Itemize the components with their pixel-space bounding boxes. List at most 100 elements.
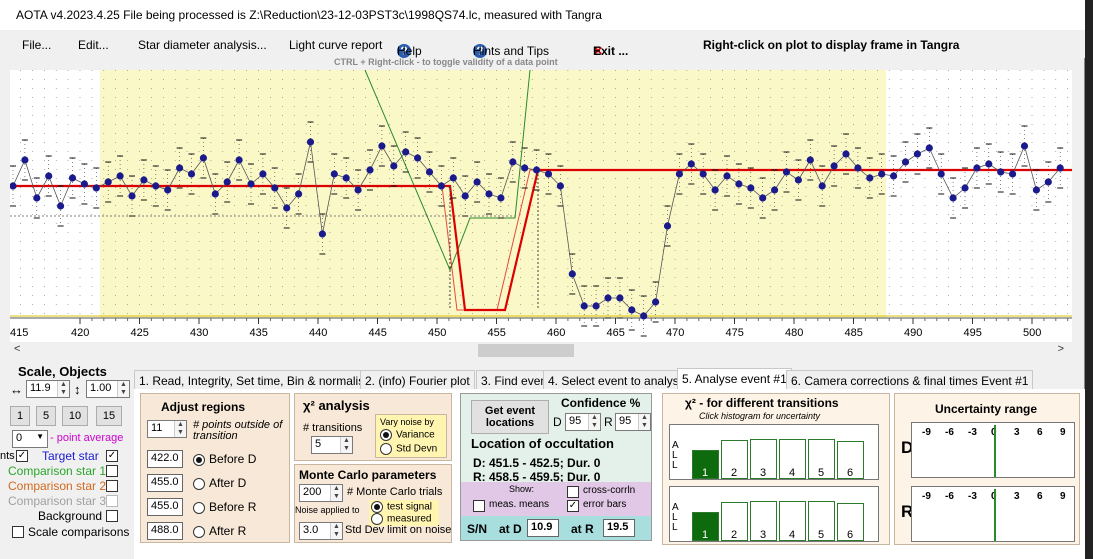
spin-updown-icon[interactable]: ▲ ▼ — [117, 381, 129, 397]
scroll-left-icon[interactable]: < — [14, 343, 21, 355]
before-d-radio[interactable]: Before D — [193, 452, 256, 466]
at-d-label: at D — [499, 522, 522, 536]
r-confidence-spinner[interactable]: 95 ▲ ▼ — [615, 413, 651, 431]
d-confidence-spinner[interactable]: 95 ▲ ▼ — [565, 413, 601, 431]
zoom-10-button[interactable]: 10 — [62, 406, 88, 426]
std-devn-radio[interactable]: Std Devn — [380, 443, 437, 455]
zoom-15-button[interactable]: 15 — [96, 406, 122, 426]
data-point — [533, 166, 541, 174]
at-r-label: at R — [571, 522, 594, 536]
v-scale-spinner[interactable]: 1.00 ▲ ▼ — [86, 380, 130, 398]
before-r-radio[interactable]: Before R — [193, 500, 256, 514]
scale-comparisons-checkbox[interactable] — [12, 526, 24, 538]
before-d-field[interactable]: 422.0 — [147, 450, 183, 468]
zoom-5-button[interactable]: 5 — [36, 406, 56, 426]
histogram-bar[interactable] — [721, 440, 748, 479]
histogram-bar[interactable] — [779, 501, 806, 541]
after-d-field[interactable]: 455.0 — [147, 474, 183, 492]
tab-analyse-event[interactable]: 5. Analyse event #1 — [677, 368, 792, 390]
data-point — [806, 156, 814, 164]
spin-updown-icon[interactable]: ▲ ▼ — [638, 414, 650, 430]
histogram-bar[interactable] — [837, 441, 864, 479]
points-outside-value: 11 — [151, 422, 163, 434]
menu-star-diameter[interactable]: Star diameter analysis... — [138, 38, 267, 52]
zoom-1-button[interactable]: 1 — [10, 406, 30, 426]
test-signal-radio[interactable]: test signal — [371, 501, 432, 513]
comp3-checkbox[interactable] — [106, 495, 118, 507]
data-point — [176, 164, 184, 172]
uncertainty-tick-label: -6 — [945, 491, 954, 502]
histogram-bar[interactable] — [779, 439, 806, 479]
d-histogram[interactable]: A L L 1 2 3 4 5 6 — [669, 424, 879, 480]
r-histogram[interactable]: A L L 1 2 3 4 5 6 — [669, 486, 879, 542]
error-bars-checkbox[interactable]: ✓ — [567, 500, 579, 512]
comp1-checkbox[interactable] — [106, 465, 118, 477]
after-r-radio[interactable]: After R — [193, 524, 246, 538]
data-point — [521, 164, 529, 172]
before-r-field[interactable]: 455.0 — [147, 498, 183, 516]
after-d-label: After D — [209, 476, 247, 490]
tab-find-events[interactable]: 3. Find events — [476, 370, 562, 390]
sd-limit-spinner[interactable]: 3.0 ▲ ▼ — [299, 522, 343, 540]
spin-updown-icon[interactable]: ▲ ▼ — [57, 381, 69, 397]
tab-camera-corrections[interactable]: 6. Camera corrections & final times Even… — [786, 370, 1034, 390]
scale-objects-panel: Scale, Objects ↔ 11.9 ▲ ▼ ↕ 1.00 ▲ ▼ 1 5 10 … — [0, 360, 134, 559]
sn-d-value: 10.9 — [527, 519, 559, 537]
cross-corrln-checkbox[interactable] — [567, 486, 579, 498]
uncertainty-tick-label: -9 — [922, 427, 931, 438]
target-star-checkbox[interactable]: ✓ — [106, 450, 118, 462]
scroll-thumb[interactable] — [478, 344, 574, 357]
after-d-radio[interactable]: After D — [193, 476, 246, 490]
d-location-text: D: 451.5 - 452.5; Dur. 0 — [473, 456, 601, 470]
tab-select-event[interactable]: 4. Select event to analyse — [543, 370, 691, 390]
spin-updown-icon[interactable]: ▲ ▼ — [340, 437, 352, 453]
target-prefix: nts — [0, 450, 15, 462]
data-point — [1032, 186, 1040, 194]
histogram-bar[interactable] — [721, 502, 748, 541]
event-outline-curve — [364, 69, 531, 272]
h-scale-spinner[interactable]: 11.9 ▲ ▼ — [26, 380, 70, 398]
histogram-bar[interactable] — [808, 501, 835, 541]
light-curve-plot[interactable]: 415 420 425 430 435 440 445 450 455 460 465 470 475 4… — [9, 69, 1072, 342]
r-confidence-value: 95 — [619, 415, 632, 427]
menu-file[interactable]: File... — [22, 38, 52, 52]
spin-updown-icon[interactable]: ▲ ▼ — [174, 421, 186, 437]
measured-radio[interactable]: measured — [371, 513, 431, 525]
error-bars-label: error bars — [583, 499, 627, 510]
menu-light-curve-report[interactable]: Light curve report — [289, 38, 383, 52]
spin-updown-icon[interactable]: ▲ ▼ — [330, 523, 342, 539]
histogram-bar[interactable] — [692, 450, 719, 479]
background-checkbox[interactable] — [106, 510, 118, 522]
after-r-field[interactable]: 488.0 — [147, 522, 183, 540]
points-outside-spinner[interactable]: 11 ▲ ▼ — [147, 420, 187, 438]
menu-hints-label: Hints and Tips — [473, 44, 550, 58]
spin-updown-icon[interactable]: ▲ ▼ — [588, 414, 600, 430]
uncertainty-d-box[interactable]: -9 -6 -3 0 3 6 9 — [911, 422, 1075, 478]
uncertainty-r-box[interactable]: -9 -6 -3 0 3 6 9 — [911, 486, 1075, 542]
spin-updown-icon[interactable]: ▲ ▼ — [330, 485, 342, 501]
data-point — [437, 182, 445, 190]
scroll-right-icon[interactable]: > — [1057, 343, 1064, 355]
variance-radio[interactable]: Variance — [380, 429, 435, 441]
x-tick-label: 480 — [785, 327, 803, 339]
v-scale-value: 1.00 — [90, 382, 112, 394]
light-curve-svg[interactable]: 415 420 425 430 435 440 445 450 455 460 465 470 475 4… — [9, 69, 1072, 342]
point-average-select[interactable]: 0 ▼ — [12, 430, 48, 448]
tab-read[interactable]: 1. Read, Integrity, Set time, Bin & norm… — [134, 370, 376, 390]
transitions-spinner[interactable]: 5 ▲ ▼ — [311, 436, 353, 454]
get-event-locations-button[interactable]: Get event locations — [471, 400, 549, 434]
data-point — [592, 302, 600, 310]
comp2-checkbox[interactable] — [106, 480, 118, 492]
chi2-hist-symbol: χ² — [685, 396, 696, 410]
target-show-checkbox[interactable]: ✓ — [16, 450, 28, 462]
menu-edit[interactable]: Edit... — [78, 38, 109, 52]
trials-spinner[interactable]: 200 ▲ ▼ — [299, 484, 343, 502]
histogram-bar[interactable] — [808, 439, 835, 479]
tab-fourier[interactable]: 2. (info) Fourier plot — [360, 370, 475, 390]
plot-scrollbar[interactable]: < > — [10, 342, 1072, 359]
meas-means-checkbox[interactable] — [473, 500, 485, 512]
histogram-bar[interactable] — [692, 512, 719, 541]
histogram-bar[interactable] — [750, 501, 777, 541]
histogram-bar[interactable] — [837, 503, 864, 541]
histogram-bar[interactable] — [750, 439, 777, 479]
